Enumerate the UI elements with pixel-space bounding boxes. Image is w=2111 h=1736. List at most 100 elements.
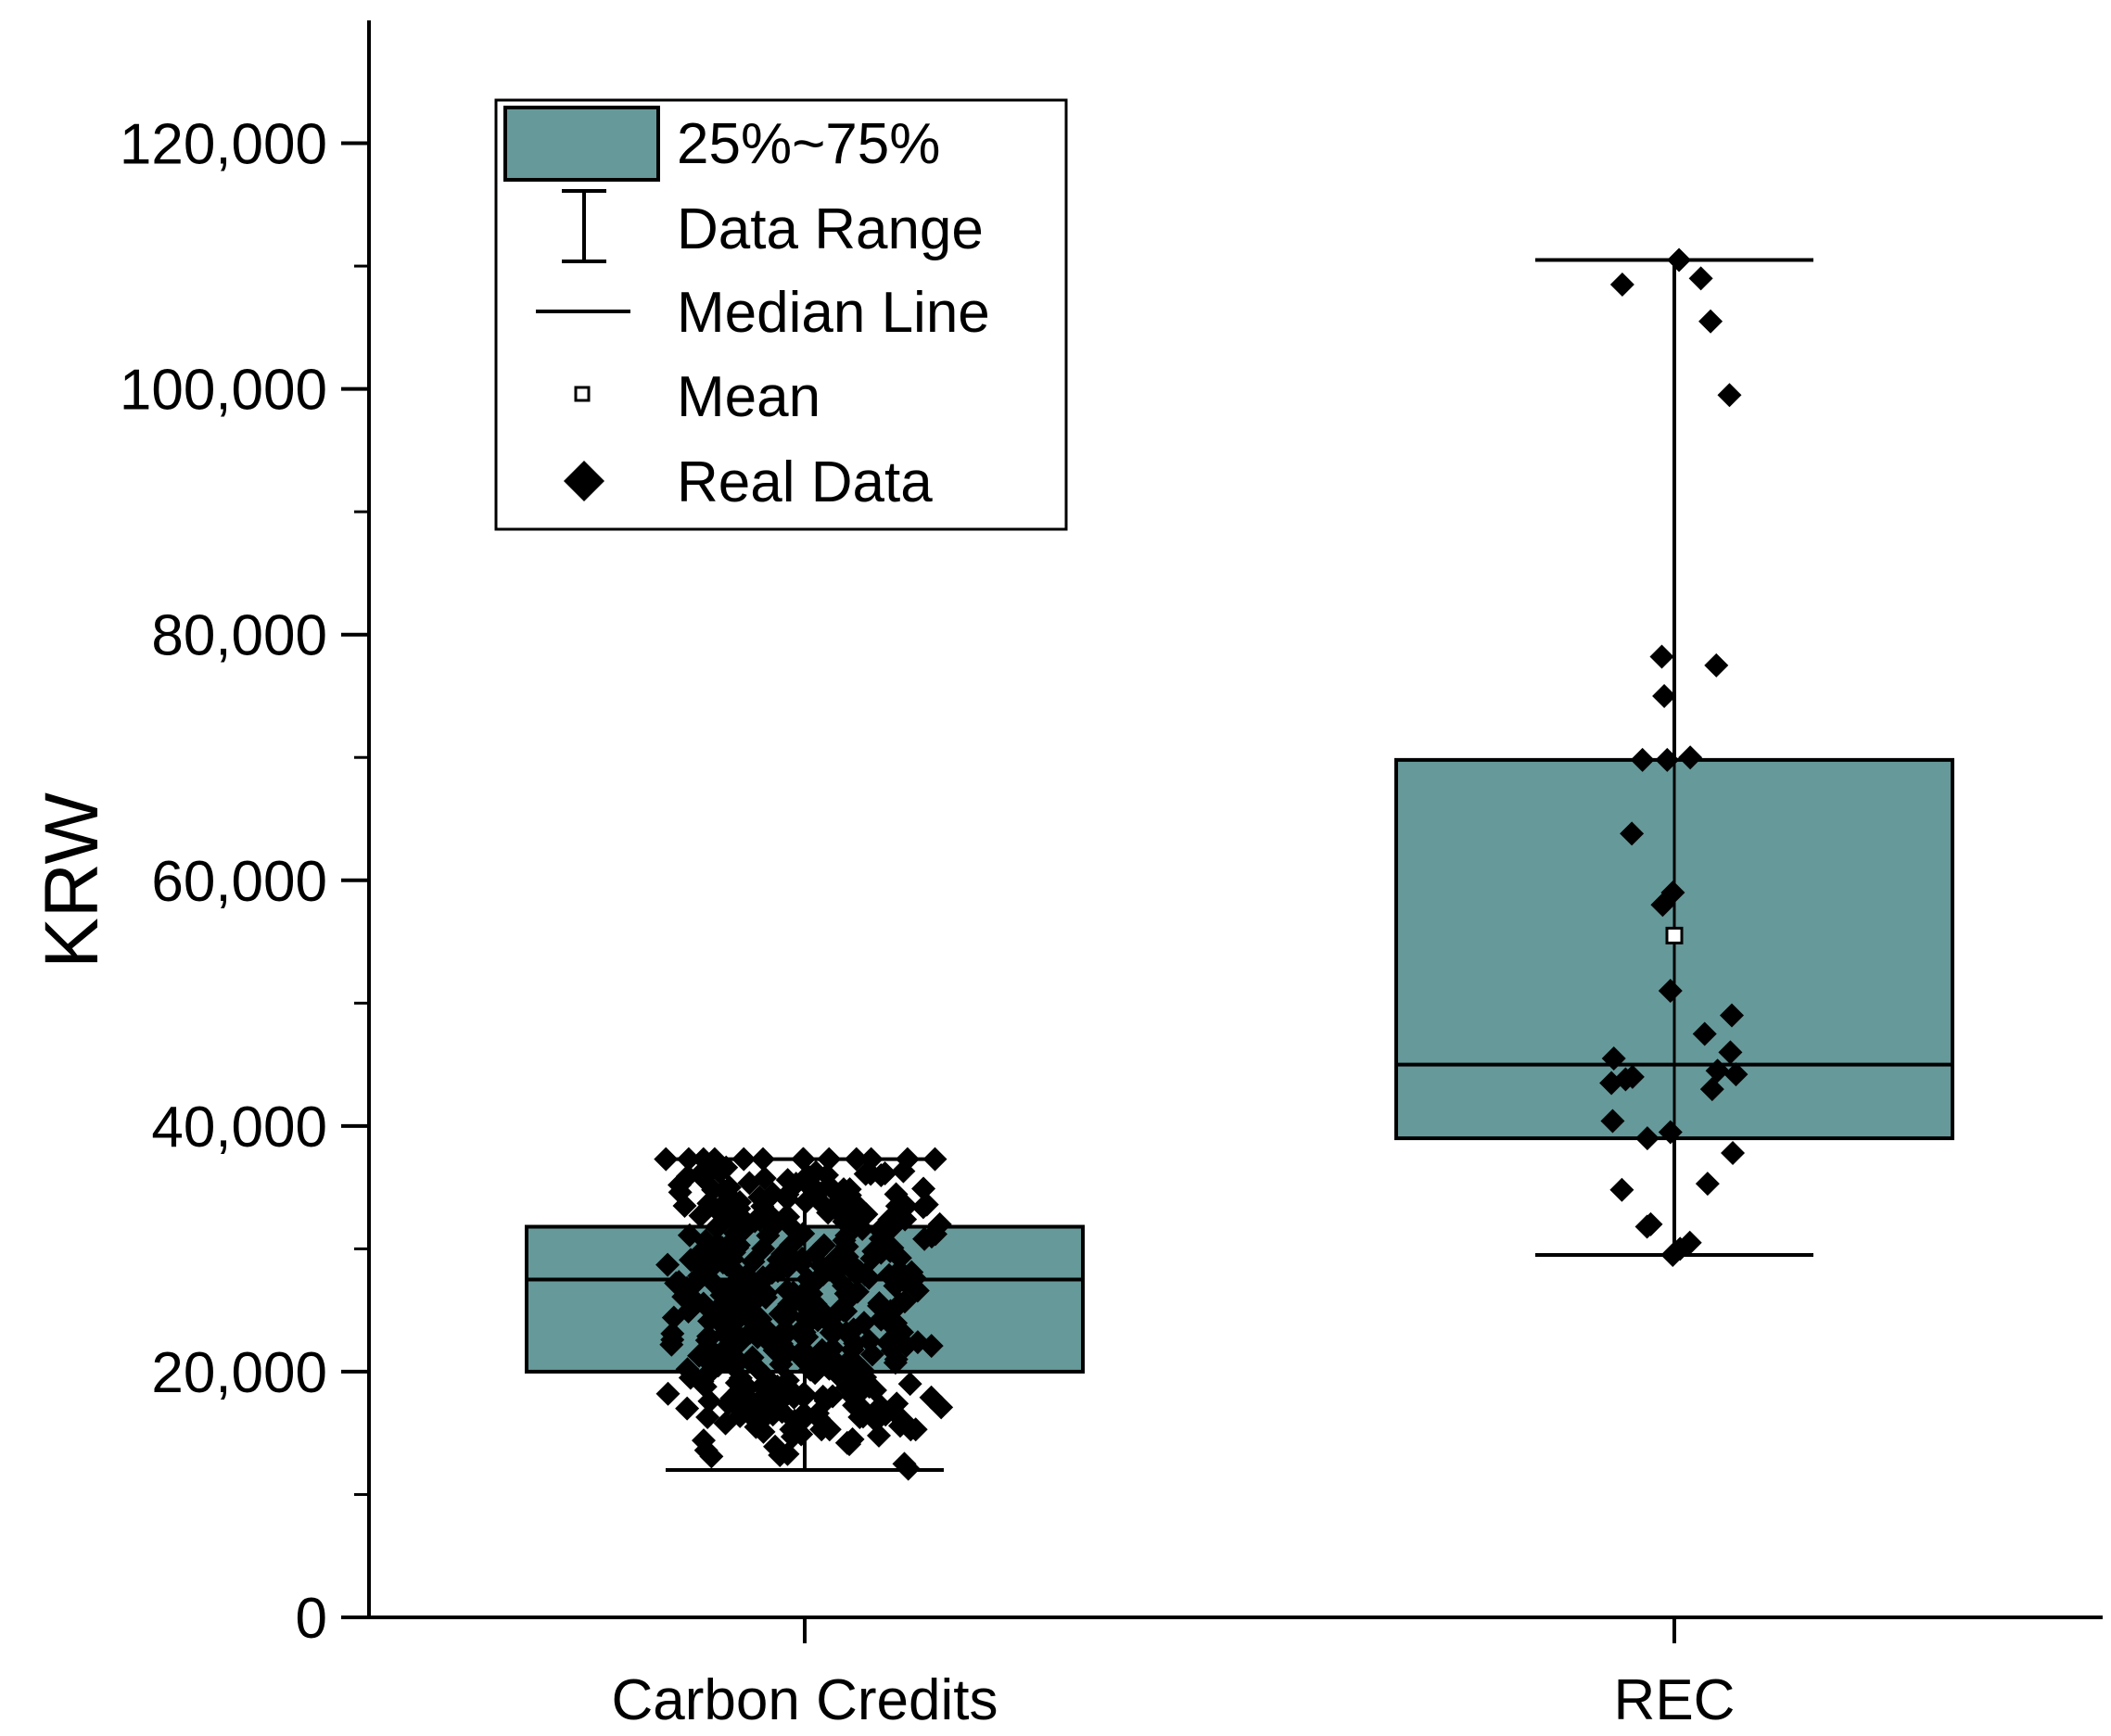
mean-marker: [1665, 926, 1684, 944]
data-point: [691, 1291, 716, 1316]
legend-label-mean: Mean: [677, 365, 820, 429]
legend: 25%~75% Data Range Median Line Mean Real…: [494, 98, 1068, 531]
data-point: [791, 1222, 816, 1247]
data-point: [751, 1373, 776, 1398]
data-point: [1695, 1172, 1720, 1197]
data-point: [1698, 309, 1723, 334]
data-point: [820, 1384, 846, 1409]
data-point: [775, 1186, 800, 1211]
data-range-icon: [562, 189, 606, 263]
data-point: [912, 1226, 937, 1251]
data-point: [799, 1287, 824, 1312]
data-point: [1720, 1003, 1745, 1028]
legend-label-real-data: Real Data: [677, 450, 933, 514]
data-point: [699, 1444, 724, 1469]
data-point: [872, 1161, 897, 1186]
data-point: [1660, 1243, 1685, 1268]
legend-label-median: Median Line: [677, 281, 990, 345]
data-point: [1620, 821, 1645, 846]
data-point: [1649, 644, 1674, 669]
data-point: [911, 1176, 936, 1201]
data-point: [853, 1161, 878, 1186]
x-tick-label: REC: [1614, 1668, 1736, 1732]
y-tick-label: 100,000: [120, 359, 327, 423]
y-tick-label: 60,000: [151, 850, 327, 914]
data-point: [718, 1232, 743, 1257]
data-point: [1655, 747, 1680, 772]
data-point: [655, 1381, 680, 1406]
data-point: [752, 1166, 777, 1191]
data-point: [1601, 1045, 1626, 1071]
y-tick-label: 0: [296, 1587, 327, 1651]
data-point: [845, 1279, 870, 1304]
data-point: [841, 1211, 866, 1236]
data-point: [878, 1299, 903, 1324]
data-point: [716, 1391, 741, 1416]
data-point: [1717, 383, 1742, 408]
data-point: [714, 1301, 739, 1326]
legend-label-range: Data Range: [677, 197, 984, 261]
data-point: [693, 1375, 718, 1400]
data-point: [731, 1147, 757, 1172]
data-point: [857, 1375, 882, 1400]
data-point: [672, 1193, 697, 1218]
data-point: [1600, 1109, 1625, 1134]
data-point: [1630, 747, 1655, 772]
data-point: [817, 1356, 842, 1381]
data-point: [1705, 1058, 1730, 1083]
data-point: [834, 1245, 859, 1270]
data-point: [722, 1334, 747, 1359]
data-point: [815, 1162, 840, 1187]
data-point: [821, 1261, 846, 1286]
data-point: [763, 1434, 788, 1459]
data-point: [759, 1261, 784, 1286]
data-point: [880, 1235, 905, 1261]
data-point: [793, 1305, 818, 1330]
data-point: [884, 1194, 909, 1219]
data-point: [755, 1327, 780, 1352]
data-point: [751, 1147, 776, 1172]
box-group-carbon-credits: [525, 1147, 1085, 1481]
data-point: [792, 1400, 817, 1426]
data-point: [655, 1252, 680, 1277]
data-point: [897, 1372, 922, 1397]
data-point: [1667, 247, 1692, 272]
data-point: [891, 1159, 916, 1184]
data-point: [833, 1299, 858, 1324]
data-point: [661, 1305, 686, 1330]
data-point: [1599, 1071, 1624, 1096]
data-point: [751, 1236, 776, 1261]
data-point: [1688, 266, 1713, 291]
data-point: [1704, 653, 1729, 678]
data-point: [851, 1398, 876, 1423]
y-tick-label: 40,000: [151, 1096, 327, 1159]
data-point: [1721, 1141, 1746, 1166]
data-point: [890, 1407, 915, 1432]
data-point: [910, 1195, 935, 1220]
data-point: [837, 1177, 862, 1202]
data-point: [728, 1263, 753, 1288]
data-point: [1609, 272, 1634, 297]
data-point: [851, 1311, 876, 1336]
data-point: [880, 1337, 905, 1362]
data-point: [857, 1328, 882, 1353]
data-point: [824, 1318, 849, 1343]
data-point: [837, 1432, 862, 1457]
data-point: [691, 1258, 716, 1283]
legend-label-box: 25%~75%: [677, 112, 940, 176]
data-point: [774, 1278, 799, 1303]
data-point: [1609, 1177, 1634, 1202]
data-point: [750, 1194, 775, 1219]
data-point: [676, 1147, 701, 1172]
data-point: [1652, 683, 1677, 708]
y-tick-label: 120,000: [120, 113, 327, 177]
data-point: [675, 1396, 700, 1421]
data-point: [772, 1317, 797, 1342]
data-point: [839, 1383, 864, 1408]
data-point: [654, 1147, 679, 1172]
data-point: [929, 1395, 954, 1420]
mean-marker-icon: [574, 386, 591, 402]
y-axis-label: KRW: [30, 792, 114, 968]
axes: Carbon Credits REC 0 20,000 40,000 60,000 80,0…: [120, 20, 2103, 1732]
data-point: [1658, 1120, 1683, 1145]
